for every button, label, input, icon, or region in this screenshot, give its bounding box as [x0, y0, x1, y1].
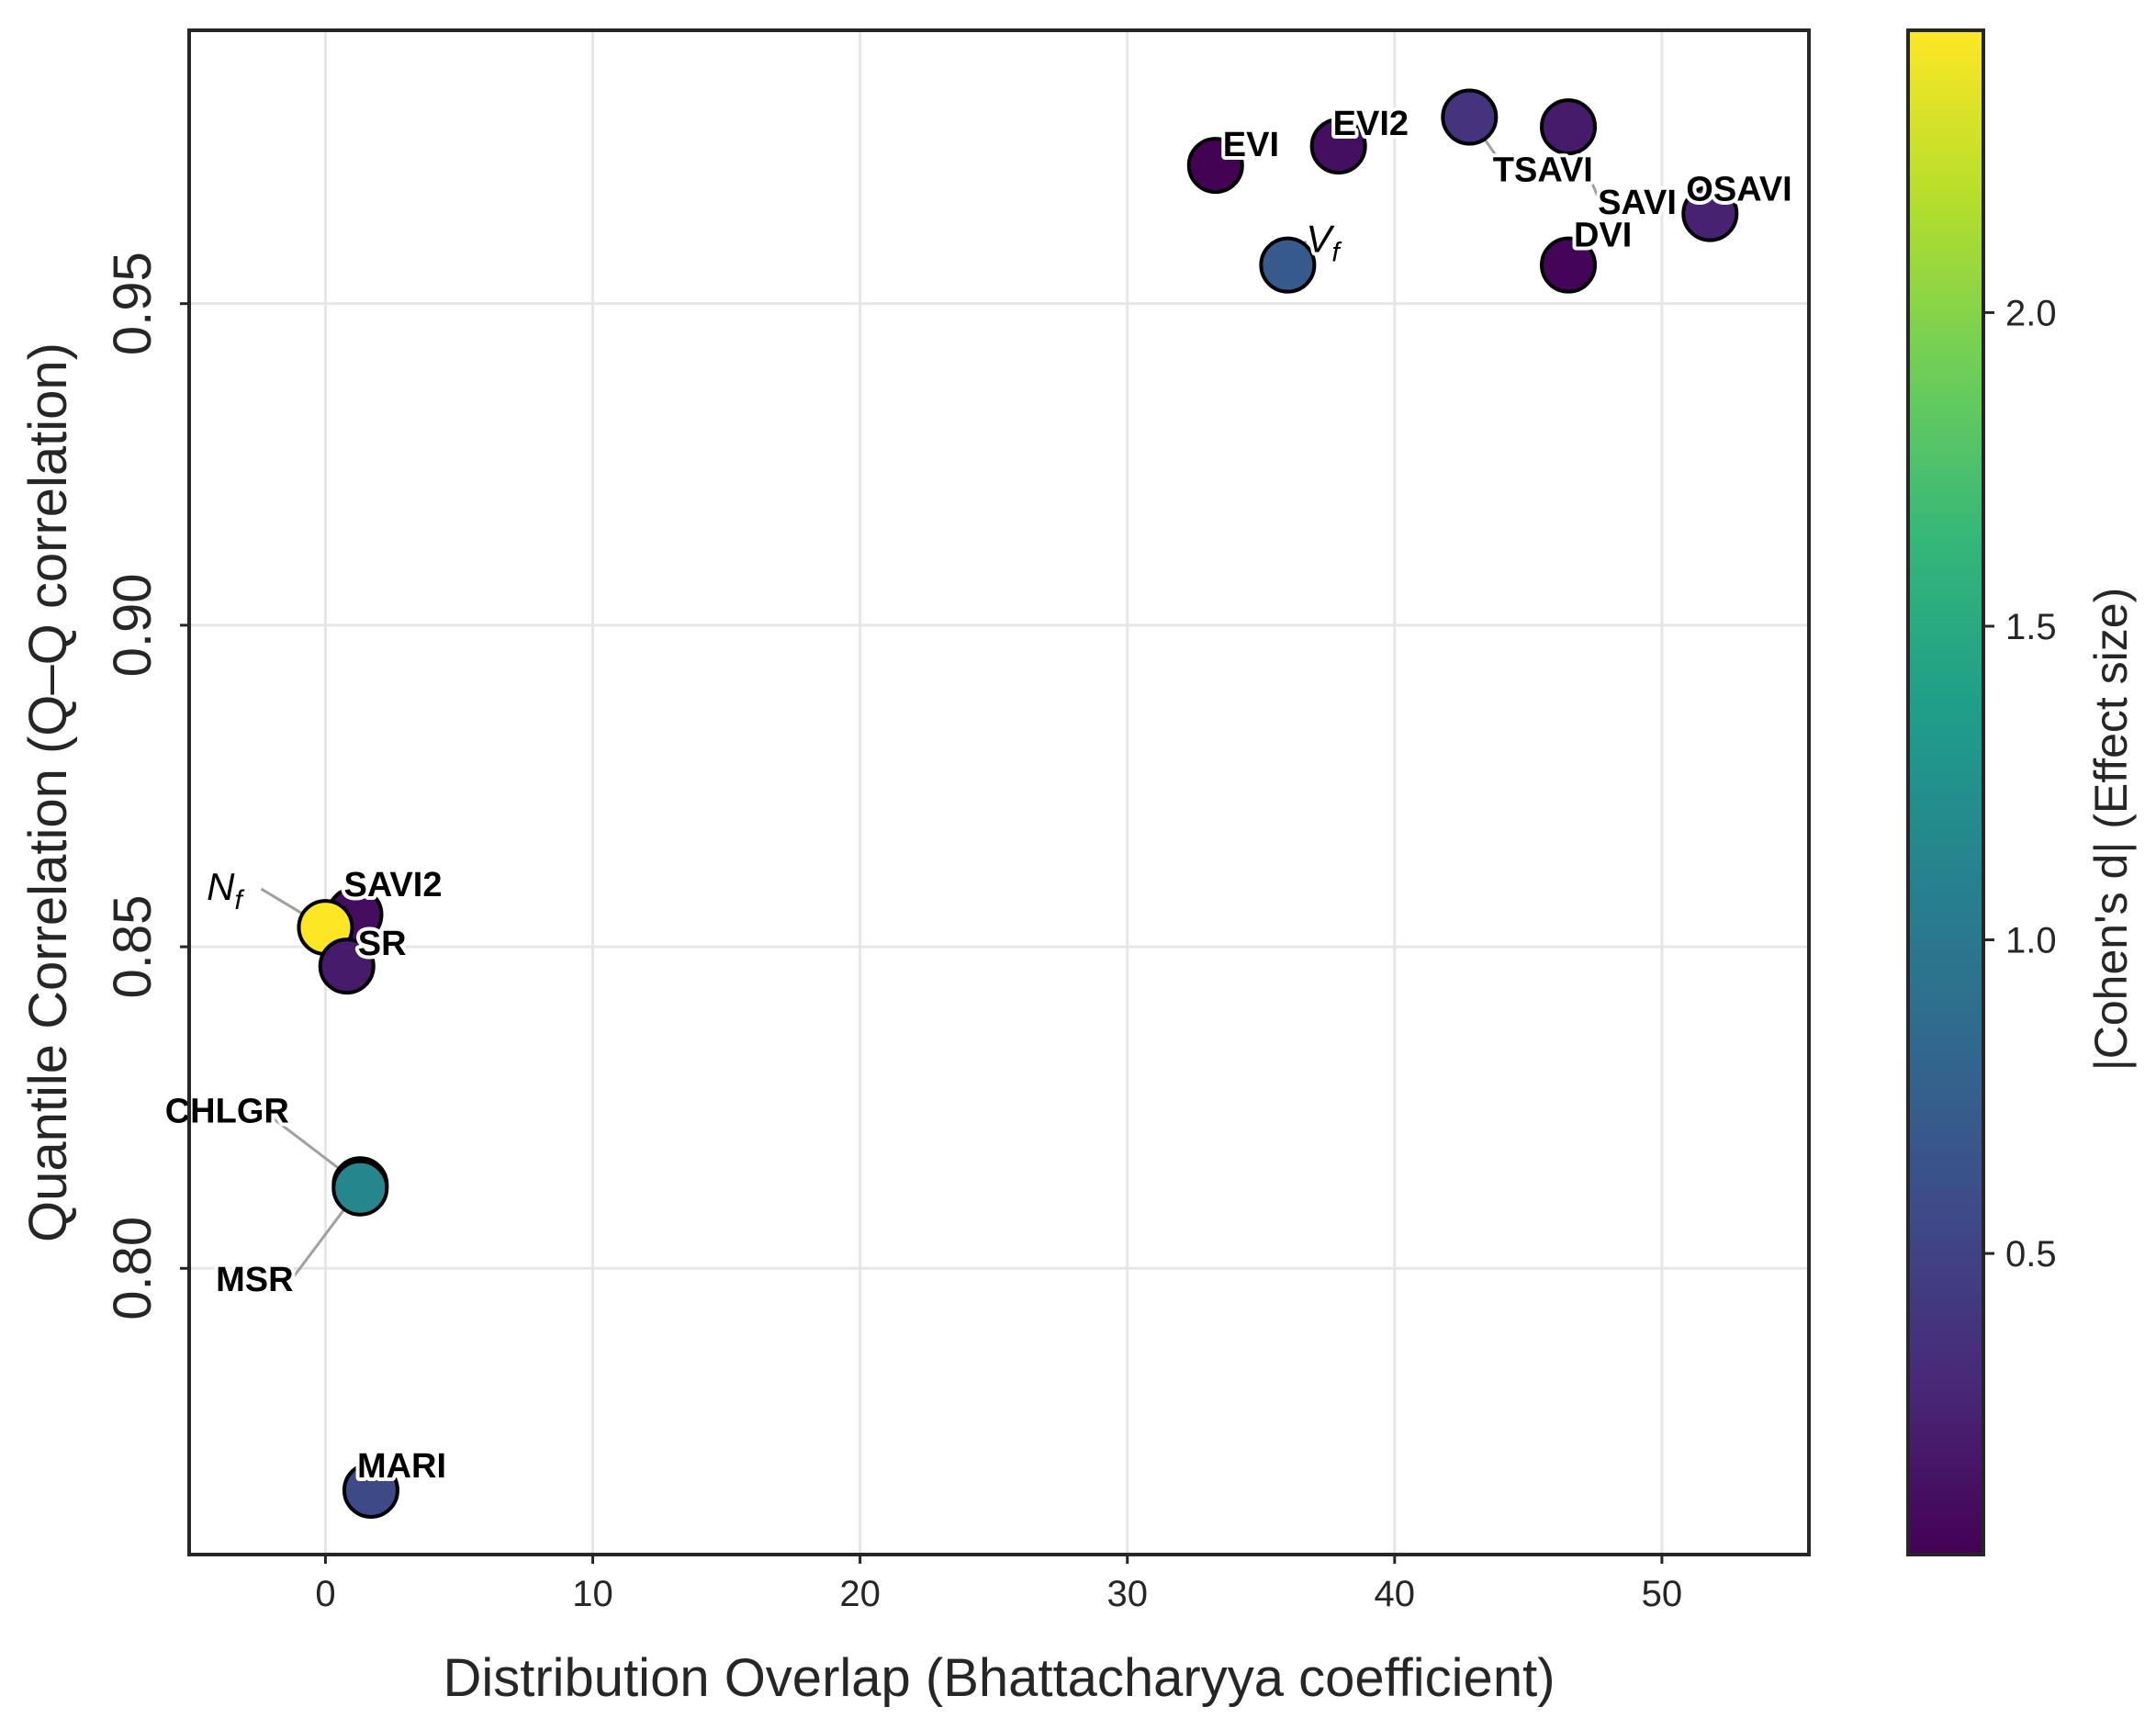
point-sr: [318, 938, 376, 995]
colorbar-tick-label: 2.0: [2005, 293, 2057, 333]
point-label: DVI: [1574, 217, 1632, 255]
point-label: OSAVI: [1686, 171, 1791, 209]
point-label: EVI: [1223, 126, 1279, 164]
y-tick-label: 0.90: [103, 573, 163, 677]
colorbar: [1906, 28, 1985, 1556]
x-tick-label: 30: [1106, 1574, 1148, 1614]
plot-area-frame: [187, 28, 1811, 1556]
y-tick-label: 0.80: [103, 1217, 163, 1320]
colorbar-tick-label: 1.5: [2005, 607, 2057, 647]
data-points: [297, 88, 1739, 1519]
point-label: SR: [358, 925, 407, 963]
point-evi: [1186, 137, 1244, 195]
x-tick-label: 50: [1642, 1574, 1683, 1614]
point-v-f: [1259, 236, 1317, 294]
point-label: CHLGR: [165, 1092, 289, 1130]
point-msr: [331, 1159, 389, 1217]
x-tick-label: 10: [572, 1574, 613, 1614]
point-label: SAVI2: [343, 866, 442, 904]
point-tsavi: [1441, 88, 1499, 146]
y-axis-ticks: 0.80 0.85 0.90 0.95: [103, 252, 189, 1320]
grid-lines: [189, 30, 1809, 1555]
point-dvi: [1540, 236, 1598, 294]
point-evi2: [1309, 118, 1367, 175]
colorbar-ticks: 0.5 1.0 1.5 2.0: [1983, 293, 2057, 1274]
point-label: MARI: [357, 1447, 446, 1486]
point-label: Vf: [1306, 218, 1342, 268]
x-tick-label: 20: [839, 1574, 881, 1614]
colorbar-tick-label: 1.0: [2005, 921, 2057, 961]
label-leader-lines: [260, 116, 1602, 1281]
point-label: EVI2: [1333, 105, 1409, 143]
point-label: Nf: [207, 865, 244, 915]
x-tick-label: 0: [315, 1574, 335, 1614]
x-axis-ticks: 0 10 20 30 40 50: [315, 1555, 1682, 1614]
point-label: MSR: [216, 1261, 293, 1299]
point-osavi: [1681, 185, 1739, 242]
point-label: TSAVI: [1493, 152, 1593, 190]
y-tick-label: 0.85: [103, 895, 163, 999]
y-axis-title: Quantile Correlation (Q–Q correlation): [18, 342, 78, 1242]
x-axis-title: Distribution Overlap (Bhattacharyya coef…: [443, 1648, 1555, 1708]
colorbar-title: |Cohen's d| (Effect size): [2085, 588, 2137, 1072]
colorbar-tick-label: 0.5: [2005, 1234, 2057, 1274]
point-label: SAVI: [1598, 184, 1677, 222]
x-tick-label: 40: [1375, 1574, 1416, 1614]
point-mari: [342, 1461, 399, 1519]
point-savi: [1540, 98, 1598, 156]
y-tick-label: 0.95: [103, 252, 163, 355]
